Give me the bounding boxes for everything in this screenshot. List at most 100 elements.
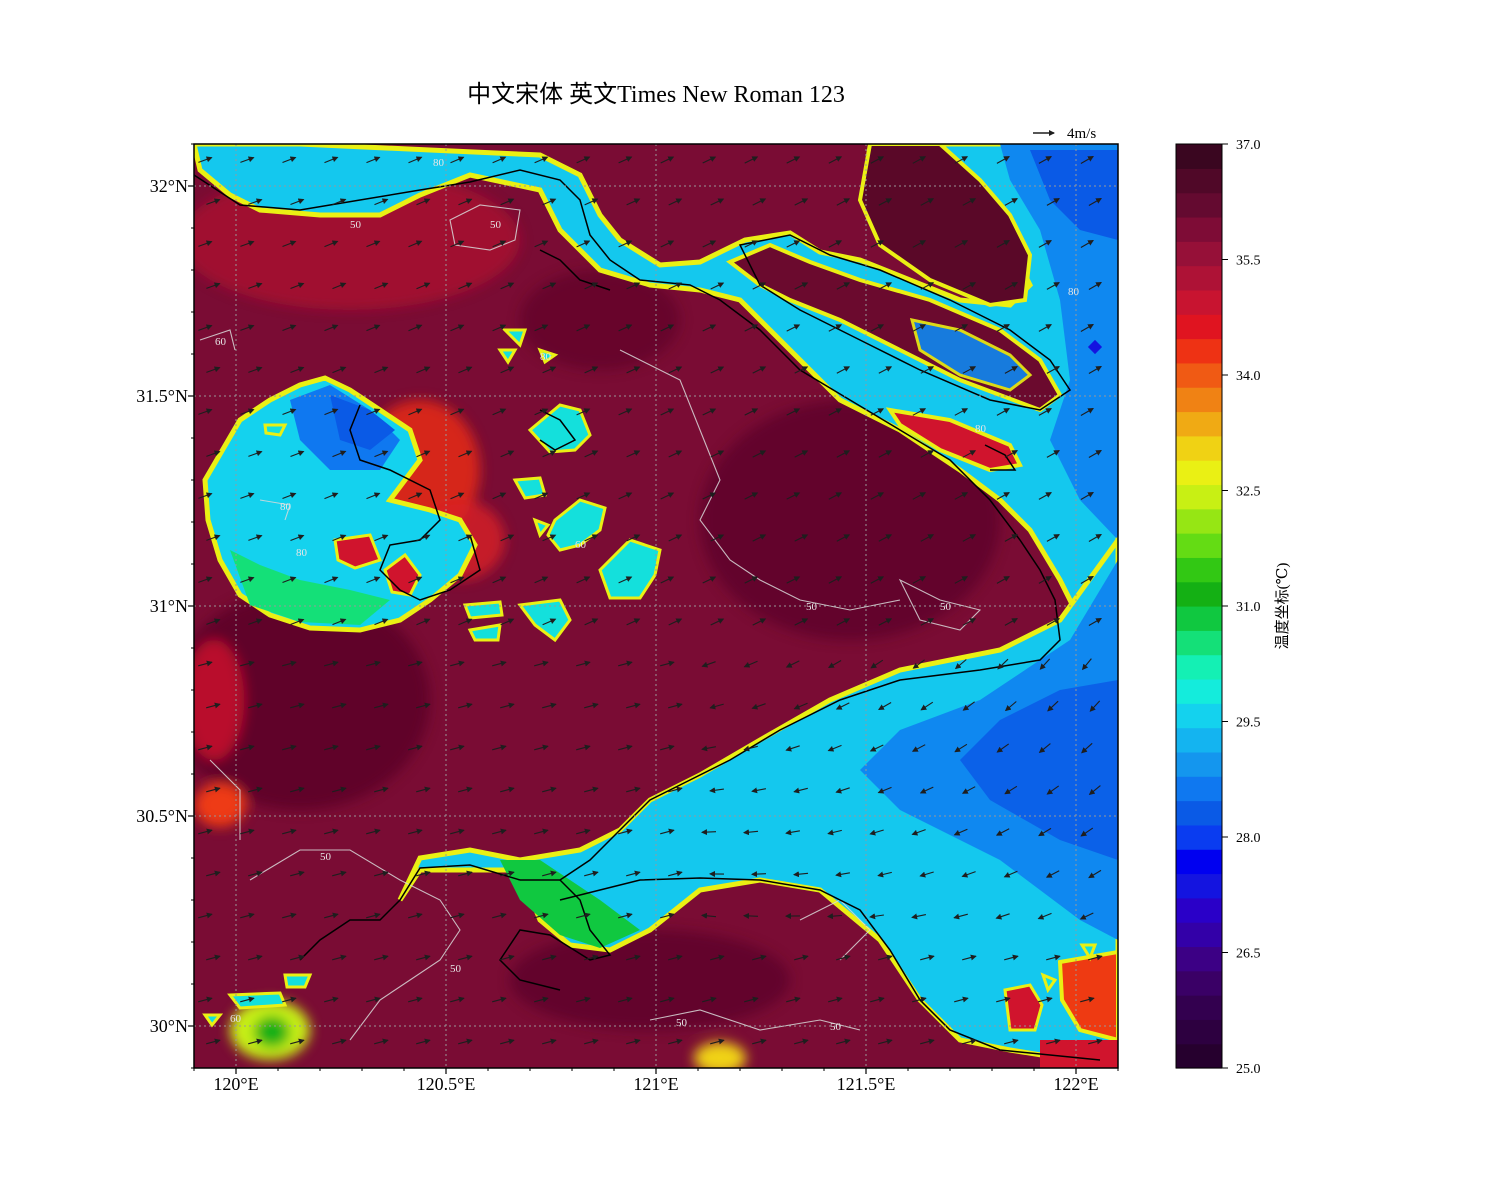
wind-arrow	[785, 660, 800, 668]
sea-marker	[1087, 339, 1103, 355]
wind-arrow	[282, 996, 297, 1003]
wind-arrow	[618, 828, 633, 835]
wind-arrow	[282, 912, 297, 919]
wind-arrow	[576, 744, 591, 751]
wind-arrow	[1079, 912, 1094, 920]
colorbar-tick-label: 34.0	[1236, 369, 1261, 384]
wind-arrow	[282, 744, 297, 751]
wind-arrow	[660, 912, 675, 919]
wind-arrow	[332, 282, 347, 290]
wind-arrow	[912, 576, 927, 584]
wind-arrow	[282, 324, 297, 332]
wind-arrow	[290, 366, 305, 374]
wind-arrow	[416, 198, 431, 206]
wind-arrow	[324, 744, 339, 751]
wind-arrow	[290, 282, 305, 290]
wind-arrow	[492, 240, 507, 248]
wind-arrow	[870, 156, 885, 164]
wind-arrow	[1003, 870, 1018, 878]
wind-arrow	[794, 954, 809, 961]
wind-arrow	[668, 198, 683, 206]
wind-arrow	[835, 702, 850, 710]
wind-arrow	[492, 912, 507, 919]
wind-arrow	[996, 240, 1010, 248]
wind-arrow	[534, 492, 549, 500]
gridlines	[194, 144, 1118, 1068]
contour-label: 80	[296, 547, 308, 559]
wind-arrow	[534, 408, 549, 416]
wind-arrow	[668, 366, 683, 374]
wind-arrow	[534, 828, 549, 835]
contour-label: 50	[806, 601, 818, 613]
wind-arrow	[500, 702, 515, 709]
wind-arrow	[198, 240, 213, 247]
contour-label: 50	[940, 601, 952, 613]
lon-tick-label: 120°E	[213, 1074, 258, 1094]
wind-arrow	[450, 324, 465, 332]
wind-arrow	[584, 534, 599, 542]
wind-arrow	[450, 828, 465, 835]
wind-arrow	[248, 198, 263, 205]
wind-arrow	[584, 786, 599, 793]
wind-arrow	[920, 282, 935, 290]
wind-arrow	[751, 787, 767, 794]
wind-arrow	[290, 450, 305, 458]
wind-arrow	[827, 744, 842, 752]
wind-arrow	[324, 660, 339, 667]
wind-arrow	[878, 534, 893, 542]
wind-arrow	[1004, 198, 1018, 206]
wind-arrow	[912, 408, 927, 416]
wind-arrow	[458, 450, 473, 458]
wind-arrow	[1080, 240, 1094, 248]
wind-arrow	[534, 996, 549, 1003]
wind-arrow	[450, 492, 465, 500]
wind-arrow	[1004, 785, 1018, 795]
colorbar-band	[1176, 727, 1222, 753]
wind-arrow	[793, 702, 808, 710]
wind-arrow	[870, 324, 885, 332]
wind-arrow	[282, 660, 297, 667]
wind-arrow	[786, 492, 801, 500]
wind-arrow	[324, 912, 339, 919]
wind-arrow	[828, 996, 843, 1003]
wind-arrow	[743, 912, 759, 919]
wind-arrow	[542, 954, 557, 961]
wind-arrow	[332, 870, 347, 877]
wind-arrow	[416, 450, 431, 458]
taihu-deep	[330, 395, 395, 450]
wind-arrow	[785, 829, 800, 836]
small-lakes	[202, 328, 1098, 1028]
wind-arrow	[1081, 742, 1093, 754]
colorbar-band	[1176, 435, 1222, 461]
colorbar-band	[1176, 216, 1222, 242]
colorbar-band	[1176, 824, 1222, 850]
wind-arrow	[584, 366, 599, 374]
wind-arrow	[794, 1038, 809, 1045]
colorbar-band	[1176, 1043, 1222, 1069]
wind-arrow	[408, 156, 423, 164]
wind-arrow	[584, 450, 599, 458]
wind-arrow	[332, 702, 347, 709]
wind-arrow	[828, 492, 843, 500]
wind-arrow	[710, 450, 725, 458]
wind-arrow	[1004, 450, 1018, 458]
wind-arrow	[618, 744, 633, 751]
wind-arrow	[701, 829, 717, 836]
wind-arrow	[660, 576, 675, 584]
wind-arrow	[710, 1038, 725, 1045]
wind-arrow	[450, 240, 465, 248]
wind-arrow	[743, 660, 758, 668]
wind-arrow	[290, 618, 305, 626]
east-islet	[1003, 983, 1044, 1032]
wind-arrow	[870, 659, 884, 669]
wind-arrow	[1038, 996, 1053, 1003]
wind-arrow	[1080, 408, 1094, 416]
wind-arrow	[408, 492, 423, 500]
wind-arrow	[626, 618, 641, 626]
wind-arrow	[492, 996, 507, 1003]
wind-arrow	[374, 450, 389, 458]
wind-arrow	[290, 534, 305, 542]
lat-tick-label: 32°N	[150, 176, 188, 196]
wind-arrow	[626, 786, 641, 793]
wind-arrow	[374, 786, 389, 793]
